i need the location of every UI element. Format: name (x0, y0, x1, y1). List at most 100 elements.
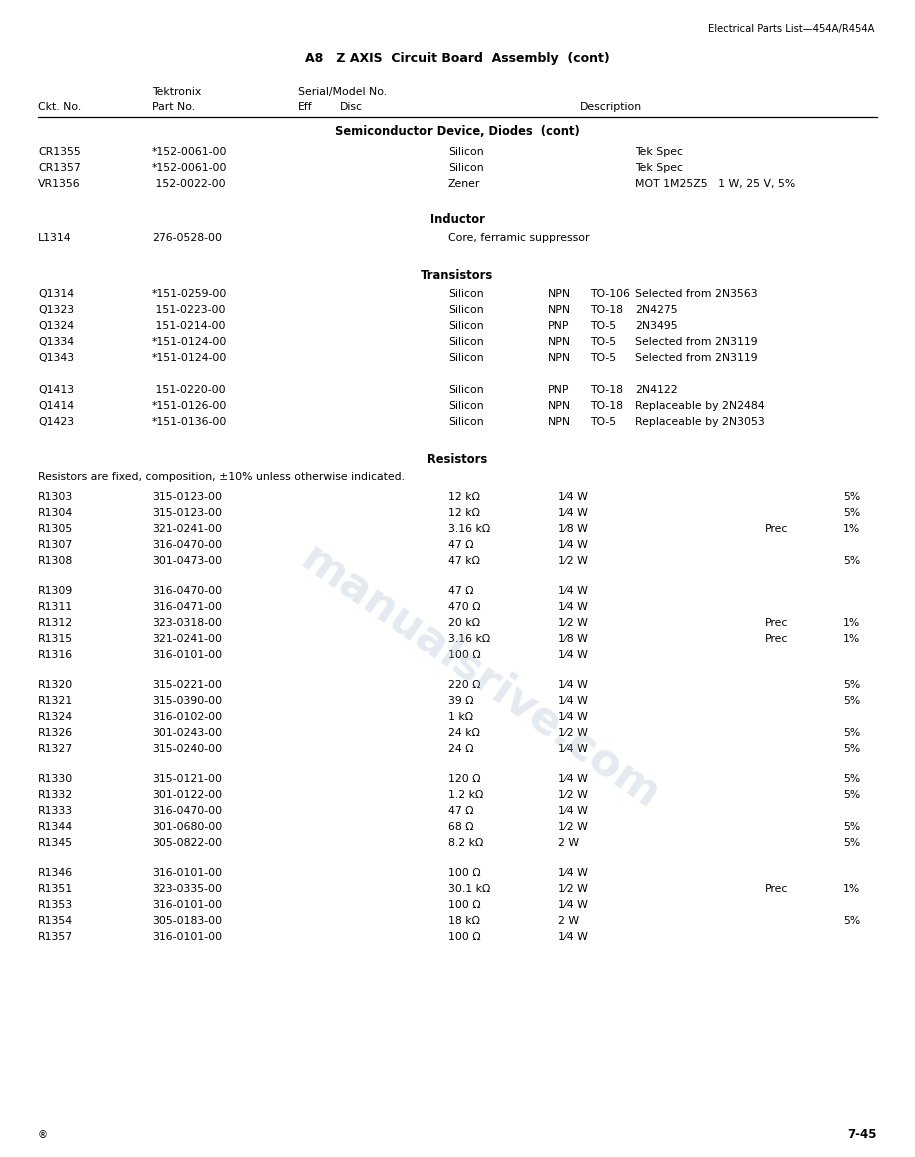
Text: Replaceable by 2N3053: Replaceable by 2N3053 (635, 417, 765, 427)
Text: 323-0318-00: 323-0318-00 (152, 618, 222, 628)
Text: Ckt. No.: Ckt. No. (38, 102, 81, 112)
Text: Prec: Prec (765, 634, 789, 644)
Text: NPN: NPN (548, 289, 571, 299)
Text: 1⁄4 W: 1⁄4 W (558, 602, 587, 612)
Text: Silicon: Silicon (448, 320, 484, 331)
Text: VR1356: VR1356 (38, 179, 81, 189)
Text: 315-0221-00: 315-0221-00 (152, 680, 222, 690)
Text: 47 kΩ: 47 kΩ (448, 557, 479, 566)
Text: Q1334: Q1334 (38, 337, 74, 347)
Text: 1⁄4 W: 1⁄4 W (558, 712, 587, 722)
Text: Prec: Prec (765, 618, 789, 628)
Text: R1309: R1309 (38, 585, 73, 596)
Text: 1⁄4 W: 1⁄4 W (558, 508, 587, 518)
Text: 5%: 5% (843, 492, 860, 502)
Text: R1357: R1357 (38, 933, 73, 942)
Text: Silicon: Silicon (448, 163, 484, 174)
Text: Silicon: Silicon (448, 305, 484, 315)
Text: 1⁄4 W: 1⁄4 W (558, 744, 587, 754)
Text: 5%: 5% (843, 774, 860, 784)
Text: 1⁄2 W: 1⁄2 W (558, 821, 587, 832)
Text: 7-45: 7-45 (847, 1128, 877, 1141)
Text: TO-18: TO-18 (590, 401, 623, 411)
Text: 1⁄8 W: 1⁄8 W (558, 524, 587, 535)
Text: NPN: NPN (548, 305, 571, 315)
Text: R1303: R1303 (38, 492, 73, 502)
Text: 68 Ω: 68 Ω (448, 821, 473, 832)
Text: 8.2 kΩ: 8.2 kΩ (448, 838, 483, 848)
Text: R1308: R1308 (38, 557, 73, 566)
Text: 100 Ω: 100 Ω (448, 650, 480, 659)
Text: Replaceable by 2N2484: Replaceable by 2N2484 (635, 401, 765, 411)
Text: 321-0241-00: 321-0241-00 (152, 524, 222, 535)
Text: 2N4275: 2N4275 (635, 305, 678, 315)
Text: TO-5: TO-5 (590, 337, 616, 347)
Text: *151-0136-00: *151-0136-00 (152, 417, 227, 427)
Text: Q1324: Q1324 (38, 320, 74, 331)
Text: 5%: 5% (843, 697, 860, 706)
Text: 1⁄4 W: 1⁄4 W (558, 868, 587, 878)
Text: R1315: R1315 (38, 634, 73, 644)
Text: *151-0124-00: *151-0124-00 (152, 337, 227, 347)
Text: 24 Ω: 24 Ω (448, 744, 473, 754)
Text: R1312: R1312 (38, 618, 73, 628)
Text: 1⁄4 W: 1⁄4 W (558, 650, 587, 659)
Text: Semiconductor Device, Diodes  (cont): Semiconductor Device, Diodes (cont) (335, 125, 579, 138)
Text: 1⁄2 W: 1⁄2 W (558, 618, 587, 628)
Text: Prec: Prec (765, 884, 789, 894)
Text: 1⁄2 W: 1⁄2 W (558, 728, 587, 738)
Text: *151-0259-00: *151-0259-00 (152, 289, 227, 299)
Text: 2 W: 2 W (558, 916, 579, 926)
Text: 2 W: 2 W (558, 838, 579, 848)
Text: TO-5: TO-5 (590, 417, 616, 427)
Text: R1307: R1307 (38, 540, 73, 550)
Text: 12 kΩ: 12 kΩ (448, 492, 479, 502)
Text: R1311: R1311 (38, 602, 73, 612)
Text: 100 Ω: 100 Ω (448, 900, 480, 911)
Text: R1345: R1345 (38, 838, 73, 848)
Text: 1⁄4 W: 1⁄4 W (558, 697, 587, 706)
Text: Silicon: Silicon (448, 147, 484, 157)
Text: 1%: 1% (843, 634, 860, 644)
Text: 18 kΩ: 18 kΩ (448, 916, 479, 926)
Text: 2N3495: 2N3495 (635, 320, 678, 331)
Text: 12 kΩ: 12 kΩ (448, 508, 479, 518)
Text: R1327: R1327 (38, 744, 73, 754)
Text: 316-0101-00: 316-0101-00 (152, 933, 222, 942)
Text: 151-0214-00: 151-0214-00 (152, 320, 225, 331)
Text: 47 Ω: 47 Ω (448, 585, 473, 596)
Text: TO-106: TO-106 (590, 289, 630, 299)
Text: 1 kΩ: 1 kΩ (448, 712, 473, 722)
Text: R1326: R1326 (38, 728, 73, 738)
Text: 315-0123-00: 315-0123-00 (152, 492, 222, 502)
Text: Tek Spec: Tek Spec (635, 163, 683, 174)
Text: Prec: Prec (765, 524, 789, 535)
Text: CR1357: CR1357 (38, 163, 81, 174)
Text: 151-0223-00: 151-0223-00 (152, 305, 225, 315)
Text: 5%: 5% (843, 821, 860, 832)
Text: Core, ferramic suppressor: Core, ferramic suppressor (448, 233, 589, 243)
Text: Selected from 2N3119: Selected from 2N3119 (635, 353, 758, 363)
Text: R1305: R1305 (38, 524, 73, 535)
Text: 315-0390-00: 315-0390-00 (152, 697, 222, 706)
Text: 5%: 5% (843, 728, 860, 738)
Text: Q1343: Q1343 (38, 353, 74, 363)
Text: L1314: L1314 (38, 233, 71, 243)
Text: 315-0121-00: 315-0121-00 (152, 774, 222, 784)
Text: 1⁄4 W: 1⁄4 W (558, 774, 587, 784)
Text: 47 Ω: 47 Ω (448, 806, 473, 816)
Text: 1⁄8 W: 1⁄8 W (558, 634, 587, 644)
Text: R1353: R1353 (38, 900, 73, 911)
Text: 5%: 5% (843, 680, 860, 690)
Text: 100 Ω: 100 Ω (448, 933, 480, 942)
Text: Description: Description (580, 102, 642, 112)
Text: R1333: R1333 (38, 806, 73, 816)
Text: 5%: 5% (843, 790, 860, 799)
Text: 47 Ω: 47 Ω (448, 540, 473, 550)
Text: 301-0473-00: 301-0473-00 (152, 557, 222, 566)
Text: Silicon: Silicon (448, 401, 484, 411)
Text: 301-0243-00: 301-0243-00 (152, 728, 222, 738)
Text: 1%: 1% (843, 884, 860, 894)
Text: NPN: NPN (548, 401, 571, 411)
Text: 1%: 1% (843, 524, 860, 535)
